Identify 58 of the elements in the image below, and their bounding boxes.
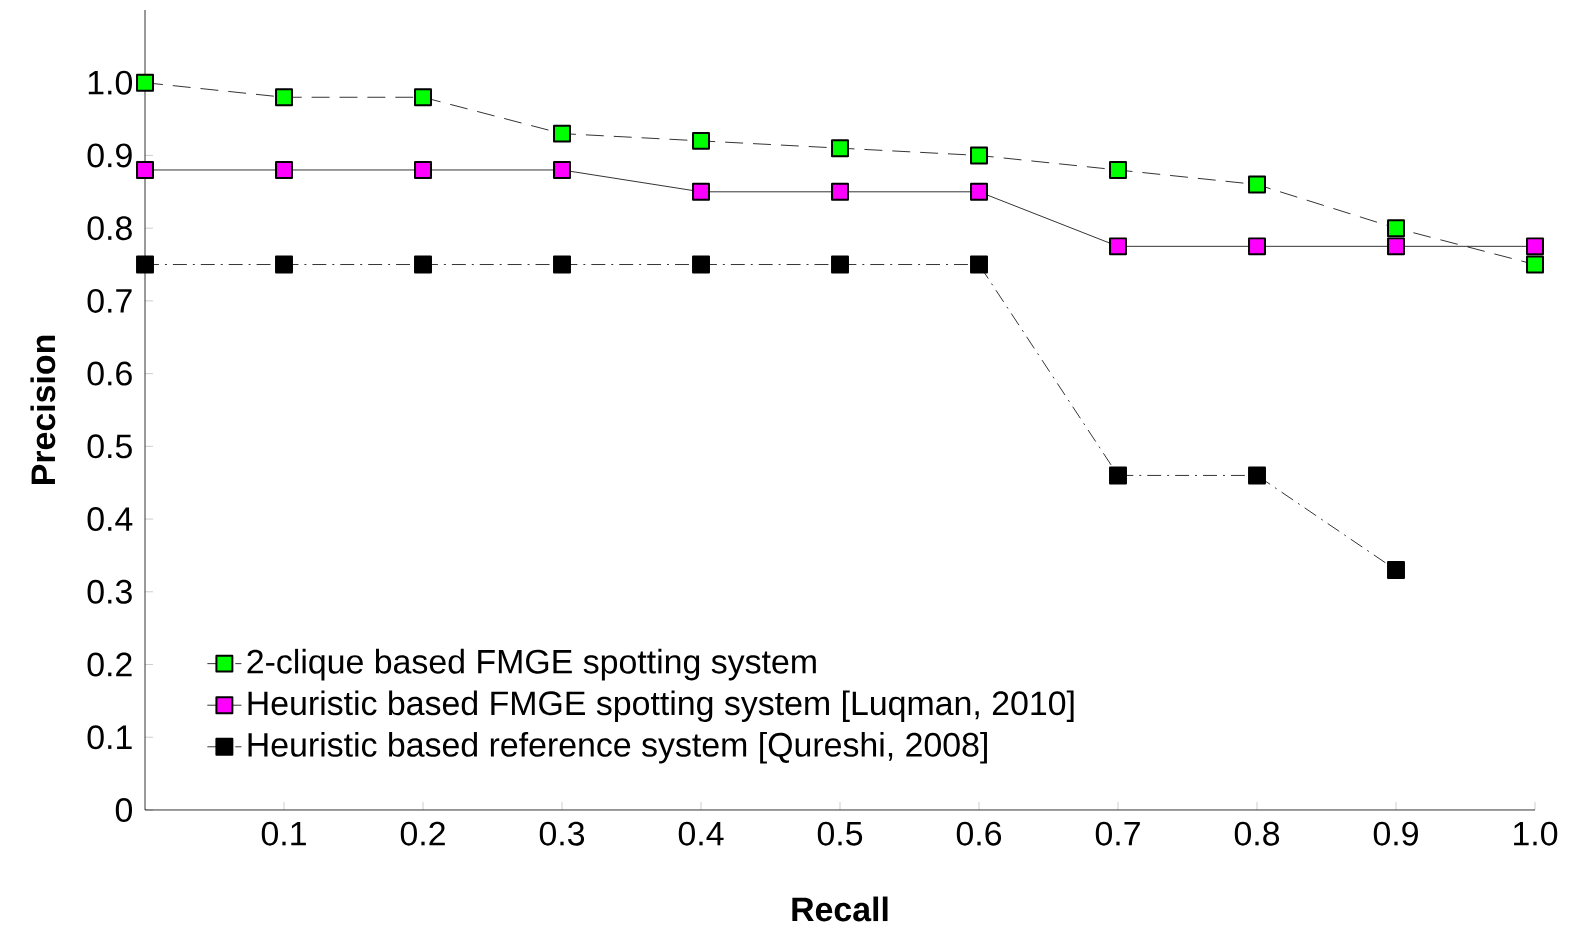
point [275, 255, 293, 274]
point [1526, 237, 1544, 256]
y-tick-label: 1.0 [88, 70, 133, 95]
point [1387, 237, 1405, 256]
y-tick-label: 0.3 [87, 579, 132, 604]
point [414, 255, 432, 274]
point [1248, 175, 1266, 194]
point [1248, 466, 1266, 485]
x-tick-label: 0.4 [678, 821, 724, 846]
point [553, 161, 571, 180]
y-tick-label: 0.1 [87, 725, 132, 750]
point [136, 161, 154, 180]
point [692, 182, 710, 201]
point [831, 255, 849, 274]
legend-label: 2-clique based FMGE spotting system [247, 648, 816, 681]
x-tick-label: 0.5 [817, 821, 863, 846]
point [414, 161, 432, 180]
point [831, 182, 849, 201]
point [1526, 255, 1544, 274]
point [1109, 237, 1127, 256]
point [414, 88, 432, 107]
point [136, 255, 154, 274]
x-tick-label: 0.3 [539, 821, 585, 846]
point [1387, 561, 1405, 580]
x-tick-label: 0.7 [1095, 821, 1140, 846]
point [553, 255, 571, 274]
x-tick-label: 0.6 [956, 821, 1002, 846]
point [692, 255, 710, 274]
x-tick-label: 0.1 [261, 821, 306, 846]
y-tick-label: 0.5 [87, 434, 132, 459]
y-tick-label: 0.8 [87, 216, 132, 241]
y-tick-label: 0.6 [87, 361, 132, 386]
point [970, 182, 988, 201]
point [1109, 466, 1127, 485]
y-tick-label: 0 [115, 798, 133, 823]
point [970, 146, 988, 165]
x-tick-label: 0.8 [1234, 821, 1280, 846]
point [1387, 219, 1405, 238]
y-tick-label: 0.9 [87, 143, 132, 168]
y-tick-label: 0.7 [87, 289, 132, 314]
point [970, 255, 988, 274]
x-axis-title: Recall [792, 896, 888, 922]
point [1109, 161, 1127, 180]
point [553, 124, 571, 143]
y-axis-title: Precision [30, 335, 56, 485]
y-tick-label: 0.4 [87, 507, 133, 532]
y-tick-label: 0.2 [87, 652, 132, 677]
point [275, 161, 293, 180]
point [275, 88, 293, 107]
x-tick-label: 0.9 [1373, 821, 1418, 846]
point [831, 139, 849, 158]
x-tick-label: 0.2 [400, 821, 445, 846]
point [136, 73, 154, 92]
point [1248, 237, 1266, 256]
point [692, 132, 710, 151]
x-tick-label: 1.0 [1514, 821, 1558, 846]
legend-label: Heuristic based FMGE spotting system [Luqman, 2010] [248, 690, 1074, 723]
legend-label: Heuristic based reference system [Qureshi, 2008] [248, 732, 987, 764]
